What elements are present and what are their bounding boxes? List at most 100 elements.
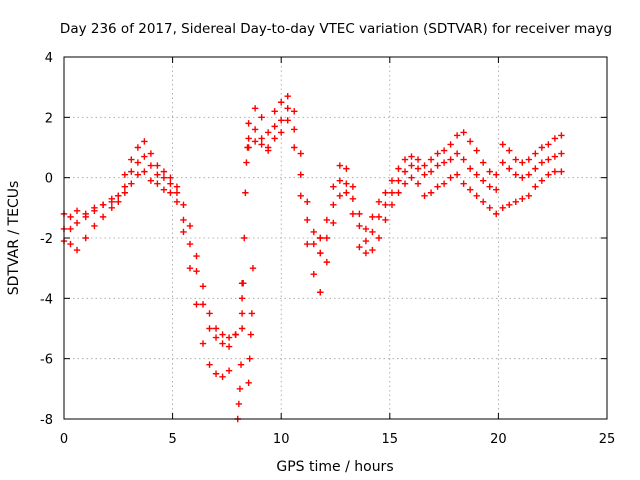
data-point bbox=[134, 144, 142, 151]
data-point bbox=[304, 240, 311, 248]
data-point bbox=[251, 126, 259, 133]
data-point bbox=[243, 159, 250, 166]
data-point bbox=[558, 168, 565, 175]
data-point bbox=[271, 108, 278, 115]
data-point bbox=[336, 162, 344, 169]
data-point bbox=[245, 135, 252, 142]
data-point bbox=[91, 204, 98, 212]
data-point bbox=[160, 186, 168, 193]
data-point bbox=[245, 379, 252, 386]
data-point bbox=[473, 171, 480, 178]
data-point bbox=[466, 138, 474, 145]
data-point bbox=[388, 177, 396, 184]
data-point bbox=[199, 340, 207, 347]
data-point bbox=[499, 141, 506, 148]
data-point bbox=[121, 183, 129, 190]
data-point bbox=[141, 153, 148, 160]
data-point bbox=[460, 156, 467, 163]
x-tick-label: 0 bbox=[60, 432, 68, 447]
data-point bbox=[421, 171, 428, 178]
data-point bbox=[493, 210, 500, 218]
data-point bbox=[447, 141, 454, 148]
data-point bbox=[237, 361, 245, 368]
data-point bbox=[330, 201, 337, 209]
data-point bbox=[414, 156, 422, 163]
data-point bbox=[519, 195, 526, 202]
data-point bbox=[291, 108, 298, 115]
y-tick-label: 0 bbox=[45, 172, 53, 187]
data-point bbox=[206, 325, 213, 332]
data-point bbox=[369, 246, 376, 254]
data-point bbox=[147, 162, 155, 169]
data-point bbox=[310, 228, 317, 236]
data-point bbox=[486, 204, 493, 212]
data-point bbox=[154, 162, 161, 169]
data-point bbox=[551, 168, 559, 175]
data-point bbox=[147, 177, 155, 184]
data-point bbox=[434, 183, 441, 190]
data-point bbox=[388, 201, 396, 209]
data-point bbox=[173, 189, 181, 196]
data-point bbox=[479, 177, 487, 184]
data-point bbox=[235, 400, 243, 408]
data-point bbox=[73, 207, 81, 215]
data-point bbox=[499, 204, 506, 212]
data-point bbox=[99, 201, 107, 209]
data-point bbox=[297, 192, 304, 199]
chart-title: Day 236 of 2017, Sidereal Day-to-day VTE… bbox=[60, 21, 612, 37]
data-point bbox=[271, 123, 278, 130]
data-point bbox=[493, 186, 500, 193]
data-point bbox=[349, 210, 357, 218]
data-point bbox=[219, 373, 226, 380]
y-tick-label: -2 bbox=[40, 232, 53, 247]
data-point bbox=[427, 168, 435, 175]
data-point bbox=[395, 177, 402, 184]
data-point bbox=[466, 165, 474, 172]
data-point bbox=[414, 180, 422, 187]
data-point bbox=[486, 168, 493, 175]
data-point bbox=[246, 355, 253, 362]
data-point bbox=[356, 222, 363, 230]
data-point bbox=[551, 135, 559, 142]
grid bbox=[64, 57, 607, 419]
data-point bbox=[154, 180, 161, 187]
data-point bbox=[242, 189, 249, 196]
data-point bbox=[167, 180, 174, 187]
data-point bbox=[460, 129, 467, 136]
data-point bbox=[434, 162, 441, 169]
data-point bbox=[291, 144, 298, 151]
data-point bbox=[232, 331, 239, 338]
data-point bbox=[506, 165, 513, 172]
data-point bbox=[506, 147, 513, 154]
data-point bbox=[453, 171, 461, 178]
data-point bbox=[73, 219, 81, 227]
data-point bbox=[108, 198, 115, 205]
data-point bbox=[91, 222, 98, 230]
data-point bbox=[121, 171, 129, 178]
data-point bbox=[278, 117, 285, 124]
data-point bbox=[362, 237, 370, 245]
data-point bbox=[545, 156, 552, 163]
data-point bbox=[180, 201, 187, 209]
data-point bbox=[343, 180, 350, 187]
data-point bbox=[395, 189, 402, 196]
x-tick-label: 15 bbox=[382, 432, 399, 447]
data-point bbox=[473, 192, 480, 199]
data-point bbox=[447, 174, 454, 181]
data-point bbox=[460, 180, 467, 187]
data-point bbox=[180, 228, 187, 236]
data-point bbox=[147, 150, 155, 157]
x-tick-label: 20 bbox=[490, 432, 507, 447]
data-point bbox=[108, 204, 115, 212]
data-point bbox=[134, 171, 142, 178]
data-point bbox=[212, 370, 220, 377]
data-point bbox=[173, 198, 181, 205]
data-point bbox=[160, 174, 168, 181]
data-point bbox=[434, 150, 441, 157]
data-point bbox=[248, 310, 256, 317]
data-point bbox=[284, 93, 291, 100]
data-point bbox=[225, 367, 233, 374]
data-point bbox=[278, 129, 285, 136]
data-point bbox=[310, 240, 317, 248]
